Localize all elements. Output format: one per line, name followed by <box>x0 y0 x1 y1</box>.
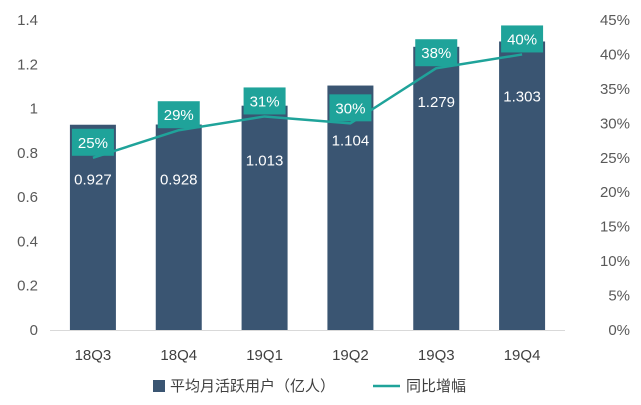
bar <box>155 124 202 330</box>
y-right-tick-label: 30% <box>600 115 630 132</box>
line-value-label: 40% <box>507 31 537 48</box>
bar <box>327 85 374 331</box>
line-value-label: 30% <box>335 100 365 117</box>
line-label-box <box>329 94 372 122</box>
y-right-tick-label: 0% <box>608 322 630 339</box>
data-labels: 0.927 0.928 1.013 1.104 1.279 1.303 25% 29% 31% 3… <box>71 25 544 189</box>
x-tick-label: 19Q3 <box>418 347 455 364</box>
line-label-box <box>71 128 114 156</box>
legend-bar-swatch <box>153 380 165 392</box>
line-label-box <box>157 101 200 129</box>
y-left-tick-label: 0.6 <box>17 189 38 206</box>
legend-bar-label: 平均月活跃用户（亿人） <box>170 378 335 395</box>
y-right-tick-label: 10% <box>600 253 630 270</box>
y-left-tick-label: 0.2 <box>17 278 38 295</box>
legend: 平均月活跃用户（亿人） 同比增幅 <box>153 378 466 395</box>
y-right-tick-label: 40% <box>600 46 630 63</box>
line-value-label: 38% <box>421 45 451 62</box>
y-right-tick-label: 15% <box>600 219 630 236</box>
y-left-tick-label: 0 <box>30 322 38 339</box>
y-left-tick-label: 1 <box>30 101 38 118</box>
legend-line-label: 同比增幅 <box>406 378 466 395</box>
y-left-tick-label: 0.8 <box>17 145 38 162</box>
line-label-box <box>501 25 544 53</box>
line-value-label: 29% <box>164 107 194 124</box>
y-right-tick-label: 25% <box>600 150 630 167</box>
bar <box>499 41 546 330</box>
y-right-tick-label: 45% <box>600 12 630 29</box>
line-value-label: 31% <box>250 93 280 110</box>
line-value-label: 25% <box>78 135 108 152</box>
line-label-box <box>243 87 286 115</box>
bar-value-label: 1.279 <box>417 94 455 111</box>
bar-value-label: 0.927 <box>74 172 112 189</box>
bar-value-label: 1.303 <box>503 88 541 105</box>
bar <box>241 105 288 330</box>
x-tick-label: 18Q4 <box>160 347 197 364</box>
x-tick-label: 18Q3 <box>75 347 112 364</box>
line-label-box <box>415 39 458 67</box>
y-left-tick-label: 1.2 <box>17 56 38 73</box>
x-tick-label: 19Q1 <box>246 347 283 364</box>
bar <box>413 46 460 331</box>
bar-value-label: 1.104 <box>332 133 370 150</box>
y-right-tick-label: 35% <box>600 81 630 98</box>
y-right-tick-label: 5% <box>608 288 630 305</box>
bar <box>69 124 116 330</box>
bar-value-label: 1.013 <box>246 153 284 170</box>
axes: 0 0.2 0.4 0.6 0.8 1 1.2 1.4 0% 5% 10% 15% 20% 25% 30% 3… <box>17 12 630 364</box>
y-left-tick-label: 1.4 <box>17 12 38 29</box>
y-left-tick-label: 0.4 <box>17 233 38 250</box>
bar-series <box>69 41 546 331</box>
bar-value-label: 0.928 <box>160 172 198 189</box>
x-tick-label: 19Q4 <box>504 347 541 364</box>
y-right-tick-label: 20% <box>600 184 630 201</box>
x-tick-label: 19Q2 <box>332 347 369 364</box>
